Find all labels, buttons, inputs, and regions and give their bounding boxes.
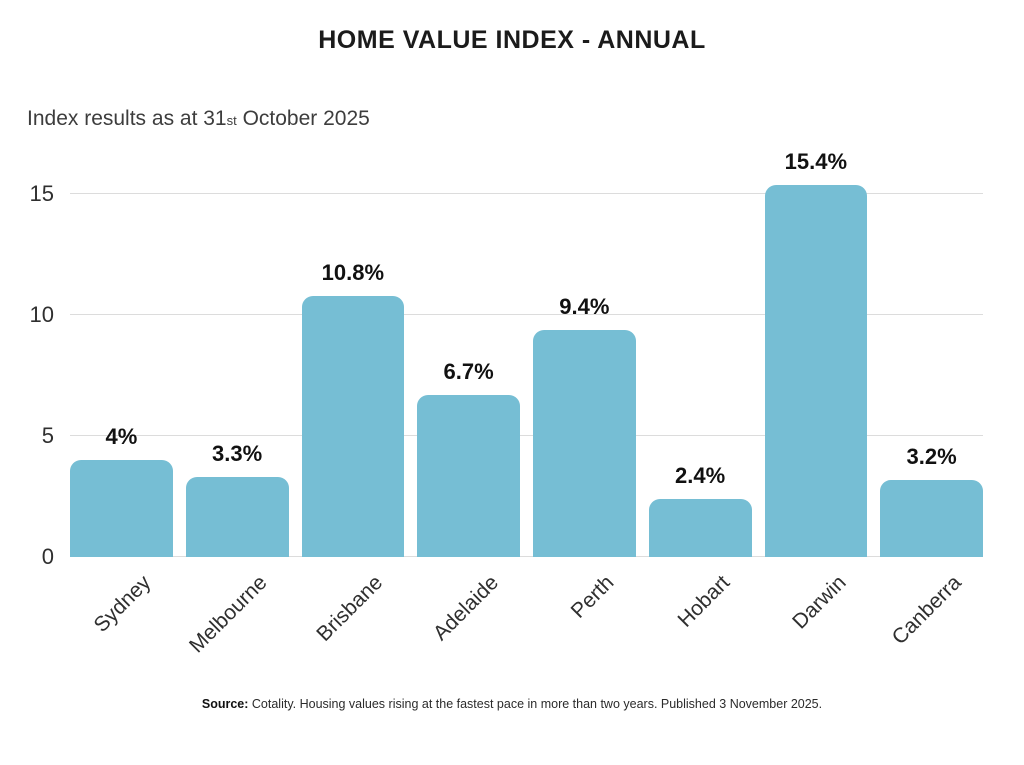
bar-value-label: 10.8% (321, 259, 385, 285)
bar-perth (533, 329, 636, 557)
bar-slot-brisbane: 10.8% Brisbane (301, 170, 405, 646)
gridline-15 (70, 193, 983, 195)
footer-text: Cotality. Housing values rising at the f… (248, 697, 823, 711)
plot-area: 0 5 10 15 4% Sydney 3.3% Melbourne 10.8% Brisbane… (30, 149, 983, 657)
y-axis-tick-5: 5 (41, 423, 54, 449)
chart-footer: Source: Cotality. Housing values rising … (0, 697, 1024, 711)
gridline-0 (70, 556, 983, 557)
bar-value-label: 15.4% (784, 148, 848, 174)
x-axis-label-melbourne: Melbourne (184, 571, 272, 658)
x-axis-label-canberra: Canberra (887, 571, 966, 650)
bar-canberra (880, 479, 983, 557)
bar-brisbane (301, 295, 405, 557)
x-axis-label-sydney: Sydney (89, 571, 156, 637)
bar-sydney (70, 460, 173, 557)
x-axis-label-brisbane: Brisbane (312, 571, 388, 646)
bar-value-label: 9.4% (559, 293, 610, 319)
bar-slot-adelaide: 6.7% Adelaide (417, 170, 520, 645)
subtitle-ordinal: st (226, 113, 237, 128)
bar-hobart (648, 498, 752, 557)
bar-slot-hobart: 2.4% Hobart (648, 170, 752, 632)
bar-value-label: 6.7% (443, 358, 494, 384)
bar-slot-canberra: 3.2% Canberra (880, 170, 983, 649)
x-axis-label-hobart: Hobart (673, 571, 735, 632)
bar-slot-melbourne: 3.3% Melbourne (185, 170, 289, 657)
gridline-5 (70, 435, 983, 437)
bar-value-label: 2.4% (675, 462, 726, 488)
gridline-10 (70, 314, 983, 316)
x-axis-label-perth: Perth (566, 571, 619, 623)
chart-subtitle: Index results as at 31st October 2025 (27, 107, 370, 131)
y-axis-tick-15: 15 (29, 181, 54, 207)
bar-value-label: 4% (105, 424, 138, 450)
bar-slot-darwin: 15.4% Darwin (764, 149, 868, 633)
bar-slot-sydney: 4% Sydney (70, 170, 173, 637)
bar-darwin (764, 184, 868, 557)
bar-slot-perth: 9.4% Perth (533, 170, 636, 623)
bars-container: 4% Sydney 3.3% Melbourne 10.8% Brisbane 6.7% Ad… (70, 149, 983, 657)
x-axis-label-darwin: Darwin (787, 571, 851, 634)
x-axis-label-adelaide: Adelaide (428, 571, 503, 646)
bar-melbourne (185, 477, 289, 557)
chart-title: HOME VALUE INDEX - ANNUAL (318, 26, 706, 54)
y-axis-tick-0: 0 (41, 544, 54, 569)
y-axis-tick-10: 10 (29, 302, 54, 328)
subtitle-prefix: Index results as at 31 (27, 107, 227, 130)
bar-value-label: 3.3% (212, 441, 263, 467)
subtitle-suffix: October 2025 (236, 107, 370, 130)
bar-adelaide (417, 394, 520, 557)
footer-source-label: Source: (201, 697, 249, 711)
bar-value-label: 3.2% (906, 443, 957, 469)
